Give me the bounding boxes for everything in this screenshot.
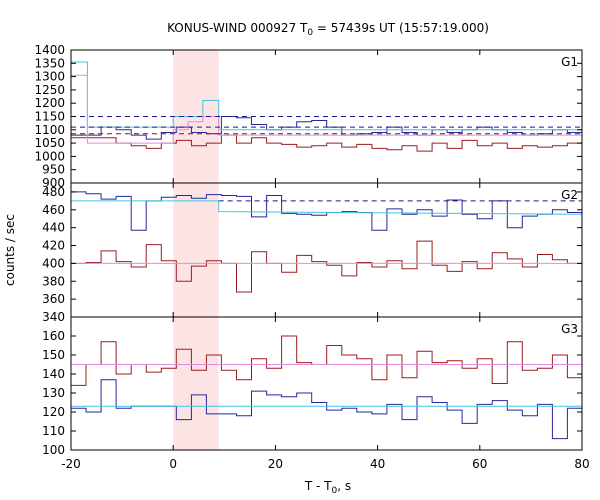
g3-panel-frame <box>70 316 583 451</box>
xtick-label: 40 <box>370 457 385 471</box>
g1-series-blue <box>71 116 582 140</box>
x-axis-label-rest: , s <box>337 479 351 493</box>
xtick-label: 0 <box>169 457 177 471</box>
g2-ytick-label: 340 <box>42 310 65 324</box>
g2-panel-name: G2 <box>561 188 578 202</box>
g1-ytick-label: 1400 <box>34 43 65 57</box>
chart-title-subscript: 0 <box>307 28 313 38</box>
g1-ytick-label: 900 <box>42 176 65 190</box>
highlight-band <box>173 50 219 450</box>
xtick-label: -20 <box>61 457 81 471</box>
x-axis-label: T - T0, s <box>304 479 351 496</box>
g2-series-cyan <box>71 200 583 215</box>
g2-series-blue <box>71 191 582 231</box>
g2-ytick-label: 440 <box>42 221 65 235</box>
g3-ytick-label: 150 <box>42 348 65 362</box>
g3-ytick-label: 110 <box>42 424 65 438</box>
chart-title-main: KONUS-WIND 000927 T <box>167 21 308 35</box>
g3-ytick-label: 140 <box>42 367 65 381</box>
g1-ytick-label: 1100 <box>34 123 65 137</box>
g2-series-red <box>71 240 582 293</box>
x-axis-label-main: T - T <box>304 479 332 493</box>
chart-title: KONUS-WIND 000927 T0 = 57439s UT (15:57:… <box>167 21 489 38</box>
g3-ytick-label: 120 <box>42 405 65 419</box>
g3-series-red <box>71 335 582 386</box>
g2-panel-frame <box>70 182 583 318</box>
y-axis-label: counts / sec <box>3 214 17 286</box>
x-axis-label-subscript: 0 <box>332 486 338 496</box>
g2-ytick-label: 360 <box>42 292 65 306</box>
g1-ytick-label: 1200 <box>34 96 65 110</box>
g3-panel-name: G3 <box>561 322 578 336</box>
g3-ytick-label: 130 <box>42 386 65 400</box>
g1-series-red <box>71 134 582 152</box>
g1-ytick-label: 1050 <box>34 136 65 150</box>
g1-ytick-label: 1300 <box>34 70 65 84</box>
g1-series-pink <box>71 74 582 144</box>
g2-ytick-label: 480 <box>42 185 65 199</box>
g1-series-cyan <box>71 61 582 131</box>
g3-series-blue <box>71 379 582 440</box>
g1-ytick-label: 1150 <box>34 110 65 124</box>
g2-ytick-label: 400 <box>42 256 65 270</box>
g1-ytick-label: 1250 <box>34 83 65 97</box>
g1-ytick-label: 1000 <box>34 149 65 163</box>
g2-ytick-label: 460 <box>42 203 65 217</box>
g3-ytick-label: 100 <box>42 443 65 457</box>
xtick-label: 20 <box>268 457 283 471</box>
g1-ytick-label: 1350 <box>34 56 65 70</box>
plot-area: 9009501000105011001150120012501300135014… <box>34 43 589 471</box>
xtick-label: 80 <box>574 457 589 471</box>
g2-ytick-label: 420 <box>42 239 65 253</box>
g2-ytick-label: 380 <box>42 274 65 288</box>
g1-panel-name: G1 <box>561 55 578 69</box>
g1-ytick-label: 950 <box>42 163 65 177</box>
g3-ytick-label: 160 <box>42 329 65 343</box>
xtick-label: 60 <box>472 457 487 471</box>
chart-title-rest: = 57439s UT (15:57:19.000) <box>313 21 489 35</box>
